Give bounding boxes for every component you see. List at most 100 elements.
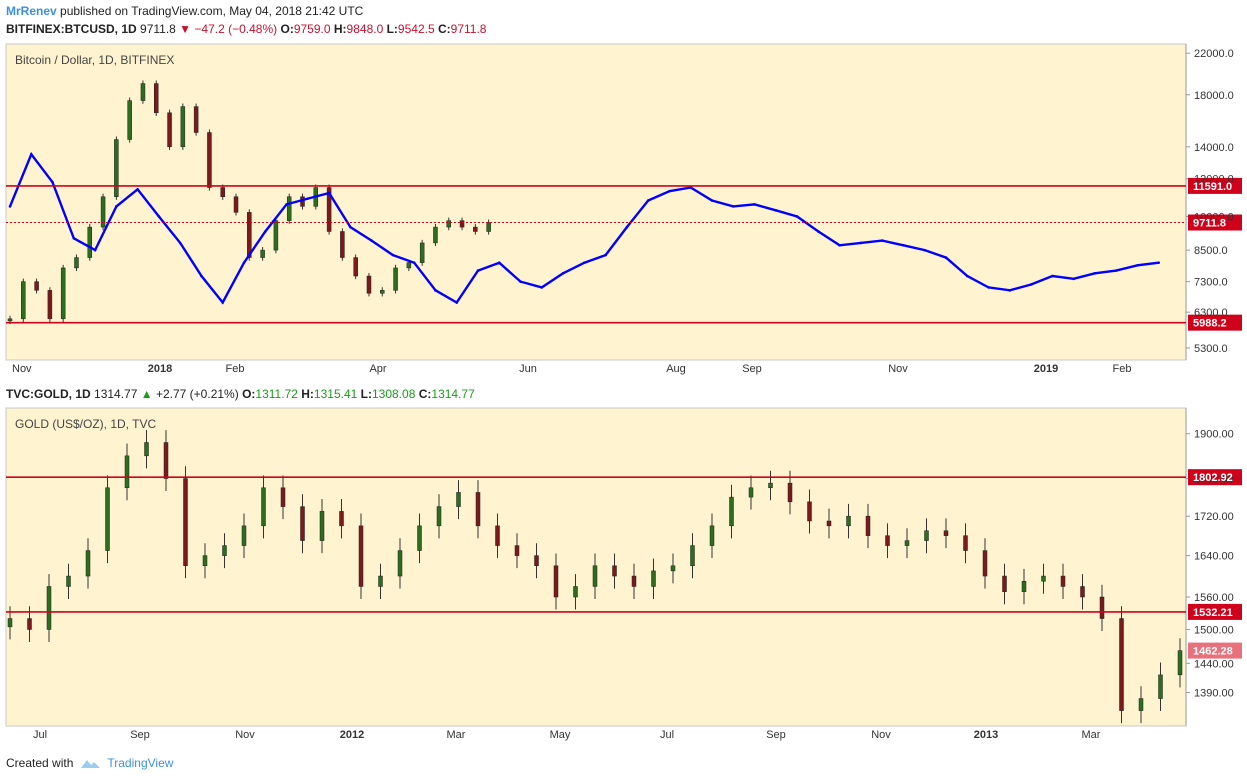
candle bbox=[1041, 575, 1046, 582]
candle bbox=[456, 492, 461, 507]
candle bbox=[397, 550, 403, 577]
candle bbox=[378, 575, 383, 587]
pane-title: GOLD (US$/OZ), 1D, TVC bbox=[15, 417, 156, 431]
x-tick-label: May bbox=[550, 729, 571, 741]
x-tick-label: Jul bbox=[660, 729, 674, 741]
btc-overlay-point bbox=[72, 236, 76, 240]
btc-overlay-point bbox=[1051, 274, 1054, 278]
candle bbox=[475, 492, 481, 527]
btc-overlay-point bbox=[1072, 277, 1075, 281]
candle bbox=[366, 275, 372, 294]
btc-overlay-point bbox=[646, 199, 650, 202]
btc-overlay-point bbox=[944, 256, 948, 259]
gold-close: 1314.77 bbox=[431, 387, 475, 401]
candle bbox=[273, 220, 279, 251]
btc-symbol: BITFINEX:BTCUSD, 1D bbox=[6, 22, 137, 36]
btc-overlay-point bbox=[795, 215, 799, 218]
candle bbox=[85, 550, 91, 577]
btc-overlay-point bbox=[625, 225, 629, 229]
x-tick-label: Feb bbox=[1113, 363, 1132, 375]
gold-symbol: TVC:GOLD, 1D bbox=[6, 387, 91, 401]
btc-overlay-point bbox=[242, 261, 246, 264]
btc-overlay-point bbox=[965, 274, 969, 278]
tradingview-cloud-icon bbox=[81, 760, 101, 768]
candle bbox=[670, 565, 676, 572]
btc-overlay-point bbox=[880, 239, 884, 242]
candle bbox=[1119, 618, 1124, 711]
btc-overlay-point bbox=[178, 241, 182, 245]
candle bbox=[27, 618, 32, 630]
candle bbox=[1060, 575, 1066, 587]
btc-overlay-point bbox=[51, 180, 54, 184]
last-price-label: 9711.8 bbox=[1193, 218, 1226, 230]
candle bbox=[612, 565, 617, 577]
candle bbox=[358, 525, 364, 587]
candle bbox=[66, 575, 71, 587]
candle bbox=[167, 112, 172, 148]
btc-overlay-point bbox=[391, 253, 395, 257]
candle bbox=[446, 220, 451, 228]
btc-overlay-point bbox=[115, 205, 118, 208]
x-tick-label: Sep bbox=[742, 363, 762, 375]
btc-overlay-point bbox=[1029, 283, 1033, 286]
candle bbox=[163, 442, 169, 479]
candle bbox=[339, 511, 344, 527]
candle bbox=[353, 257, 358, 277]
candle bbox=[1177, 650, 1183, 676]
candle bbox=[729, 496, 734, 527]
x-tick-label: 2019 bbox=[1034, 363, 1058, 375]
candle bbox=[1138, 698, 1144, 711]
x-tick-label: 2012 bbox=[340, 729, 364, 741]
btc-overlay-point bbox=[455, 301, 459, 304]
btc-overlay-point bbox=[838, 244, 841, 247]
tradingview-link[interactable]: TradingView bbox=[107, 756, 174, 770]
btc-overlay-point bbox=[1114, 269, 1118, 272]
candle bbox=[514, 545, 520, 556]
btc-overlay-point bbox=[200, 274, 203, 278]
last-price-tag bbox=[1188, 642, 1242, 659]
y-tick-label: 5300.0 bbox=[1194, 343, 1228, 355]
x-tick-label: 2018 bbox=[148, 363, 172, 375]
candle bbox=[21, 281, 26, 320]
x-tick-label: Jul bbox=[33, 729, 47, 741]
candle bbox=[904, 540, 910, 546]
candle bbox=[87, 226, 93, 258]
btc-overlay-point bbox=[987, 286, 990, 289]
publisher-username[interactable]: MrRenev bbox=[6, 4, 57, 18]
btc-overlay-point bbox=[902, 244, 905, 247]
btc-overlay-point bbox=[412, 261, 416, 264]
btc-overlay-point bbox=[1157, 261, 1161, 264]
x-tick-label: Apr bbox=[369, 363, 386, 375]
candle bbox=[180, 106, 186, 148]
candle bbox=[419, 242, 425, 263]
candle bbox=[280, 487, 286, 507]
btc-overlay-point bbox=[519, 280, 522, 283]
btc-overlay-point bbox=[1136, 263, 1139, 267]
pane-gold bbox=[5, 407, 1242, 727]
pane-background bbox=[5, 43, 1187, 361]
btc-overlay-point bbox=[731, 205, 735, 208]
btc-overlay-point bbox=[349, 225, 352, 229]
btc-overlay-point bbox=[434, 289, 437, 292]
x-tick-label: Feb bbox=[226, 363, 245, 375]
x-tick-label: Mar bbox=[1082, 729, 1101, 741]
candle bbox=[690, 545, 695, 567]
btc-overlay-point bbox=[668, 189, 671, 193]
candle bbox=[846, 515, 851, 527]
candle bbox=[127, 100, 132, 140]
candle bbox=[592, 565, 598, 587]
btc-overlay-point bbox=[753, 203, 756, 206]
x-tick-label: Jun bbox=[519, 363, 537, 375]
btc-overlay-point bbox=[817, 230, 820, 233]
btc-overlay-point bbox=[710, 199, 714, 202]
candle bbox=[326, 187, 332, 232]
candle bbox=[207, 132, 212, 188]
candle bbox=[233, 196, 239, 213]
candle bbox=[943, 530, 949, 536]
candle bbox=[34, 281, 39, 291]
candle bbox=[651, 570, 656, 587]
btc-last: 9711.8 bbox=[140, 22, 176, 36]
published-text: published on TradingView.com, May 04, 20… bbox=[60, 4, 364, 18]
level-price-label: 11591.0 bbox=[1193, 181, 1232, 193]
